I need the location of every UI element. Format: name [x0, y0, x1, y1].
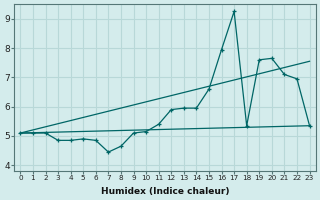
- X-axis label: Humidex (Indice chaleur): Humidex (Indice chaleur): [101, 187, 229, 196]
